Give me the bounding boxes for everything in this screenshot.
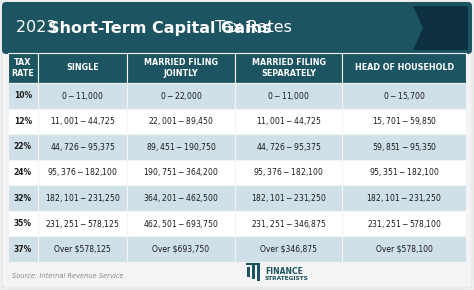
- Text: $95,376  -  $182,100: $95,376 - $182,100: [47, 166, 118, 179]
- Text: $231,251  -  $578,100: $231,251 - $578,100: [367, 218, 442, 230]
- FancyBboxPatch shape: [2, 2, 472, 54]
- Text: Over $578,100: Over $578,100: [376, 245, 433, 254]
- Text: HEAD OF HOUSEHOLD: HEAD OF HOUSEHOLD: [355, 64, 454, 72]
- Polygon shape: [413, 6, 468, 50]
- Text: $11,001  -  $44,725: $11,001 - $44,725: [50, 115, 115, 127]
- Bar: [235, 160, 342, 185]
- Bar: [6, 42, 468, 50]
- Bar: [342, 83, 466, 108]
- Text: Over $693,750: Over $693,750: [152, 245, 210, 254]
- Text: Short-Term Capital Gains: Short-Term Capital Gains: [48, 21, 272, 35]
- Bar: [38, 160, 127, 185]
- Text: $59,851  -  $95,350: $59,851 - $95,350: [372, 141, 437, 153]
- Text: $95,376  -  $182,100: $95,376 - $182,100: [253, 166, 324, 179]
- Bar: [127, 160, 235, 185]
- Text: Over $346,875: Over $346,875: [260, 245, 317, 254]
- Bar: [8, 211, 38, 236]
- Text: $95,351  -  $182,100: $95,351 - $182,100: [369, 166, 439, 179]
- Bar: [127, 108, 235, 134]
- Text: STRATEGISTS: STRATEGISTS: [265, 276, 309, 280]
- Bar: [8, 236, 38, 262]
- Bar: [8, 53, 38, 83]
- Bar: [38, 83, 127, 108]
- Bar: [252, 265, 255, 279]
- Bar: [127, 211, 235, 236]
- Text: $462,501  -  $693,750: $462,501 - $693,750: [143, 218, 219, 230]
- Text: MARRIED FILING
JOINTLY: MARRIED FILING JOINTLY: [144, 58, 218, 78]
- Bar: [38, 53, 127, 83]
- Bar: [38, 211, 127, 236]
- Text: TAX
RATE: TAX RATE: [11, 58, 34, 78]
- Bar: [235, 236, 342, 262]
- Text: $89,451  -  $190,750: $89,451 - $190,750: [146, 141, 216, 153]
- Text: $190,751  -  $364,200: $190,751 - $364,200: [143, 166, 219, 179]
- Bar: [235, 185, 342, 211]
- Text: FINANCE: FINANCE: [265, 267, 303, 275]
- Bar: [38, 185, 127, 211]
- Text: $11,001  -  $44,725: $11,001 - $44,725: [256, 115, 321, 127]
- Bar: [235, 53, 342, 83]
- Bar: [235, 211, 342, 236]
- Bar: [8, 108, 38, 134]
- Bar: [342, 134, 466, 160]
- Bar: [38, 108, 127, 134]
- Text: $182,101  -  $231,250: $182,101 - $231,250: [251, 192, 326, 204]
- Text: 22%: 22%: [14, 142, 32, 151]
- Bar: [127, 83, 235, 108]
- Text: 2023: 2023: [16, 21, 62, 35]
- Bar: [235, 108, 342, 134]
- Text: $231,251  -  $578,125: $231,251 - $578,125: [45, 218, 120, 230]
- FancyBboxPatch shape: [2, 2, 472, 288]
- Bar: [342, 185, 466, 211]
- Bar: [8, 83, 38, 108]
- Bar: [342, 236, 466, 262]
- Text: $0  -  $15,700: $0 - $15,700: [383, 90, 425, 102]
- Text: Source: Internal Revenue Service: Source: Internal Revenue Service: [12, 273, 124, 279]
- Bar: [342, 108, 466, 134]
- Text: MARRIED FILING
SEPARATELY: MARRIED FILING SEPARATELY: [252, 58, 326, 78]
- Bar: [127, 185, 235, 211]
- Bar: [127, 53, 235, 83]
- Text: $22,001  -  $89,450: $22,001 - $89,450: [148, 115, 214, 127]
- Text: $0  -  $11,000: $0 - $11,000: [267, 90, 310, 102]
- Text: $0  -  $22,000: $0 - $22,000: [160, 90, 202, 102]
- Bar: [8, 134, 38, 160]
- Text: Tax Rates: Tax Rates: [210, 21, 292, 35]
- Bar: [342, 53, 466, 83]
- Bar: [342, 211, 466, 236]
- Bar: [235, 83, 342, 108]
- Text: Over $578,125: Over $578,125: [54, 245, 111, 254]
- Text: $15,701  -  $59,850: $15,701 - $59,850: [372, 115, 437, 127]
- Text: $44,726  -  $95,375: $44,726 - $95,375: [256, 141, 321, 153]
- Text: 12%: 12%: [14, 117, 32, 126]
- Bar: [247, 267, 250, 277]
- Bar: [127, 236, 235, 262]
- Text: $0  -  $11,000: $0 - $11,000: [61, 90, 104, 102]
- Bar: [38, 236, 127, 262]
- Text: $231,251  -  $346,875: $231,251 - $346,875: [251, 218, 326, 230]
- Bar: [38, 134, 127, 160]
- Bar: [235, 134, 342, 160]
- Text: $364,201  -  $462,500: $364,201 - $462,500: [143, 192, 219, 204]
- Bar: [342, 160, 466, 185]
- Text: SINGLE: SINGLE: [66, 64, 99, 72]
- Bar: [8, 160, 38, 185]
- Text: $182,101  -  $231,250: $182,101 - $231,250: [366, 192, 442, 204]
- Text: $44,726  -  $95,375: $44,726 - $95,375: [50, 141, 115, 153]
- Bar: [8, 185, 38, 211]
- Text: $182,101  -  $231,250: $182,101 - $231,250: [45, 192, 120, 204]
- Bar: [257, 263, 261, 281]
- Text: 37%: 37%: [14, 245, 32, 254]
- Text: 10%: 10%: [14, 91, 32, 100]
- Bar: [127, 134, 235, 160]
- Text: 24%: 24%: [14, 168, 32, 177]
- Text: 35%: 35%: [14, 219, 32, 228]
- Text: 32%: 32%: [14, 193, 32, 203]
